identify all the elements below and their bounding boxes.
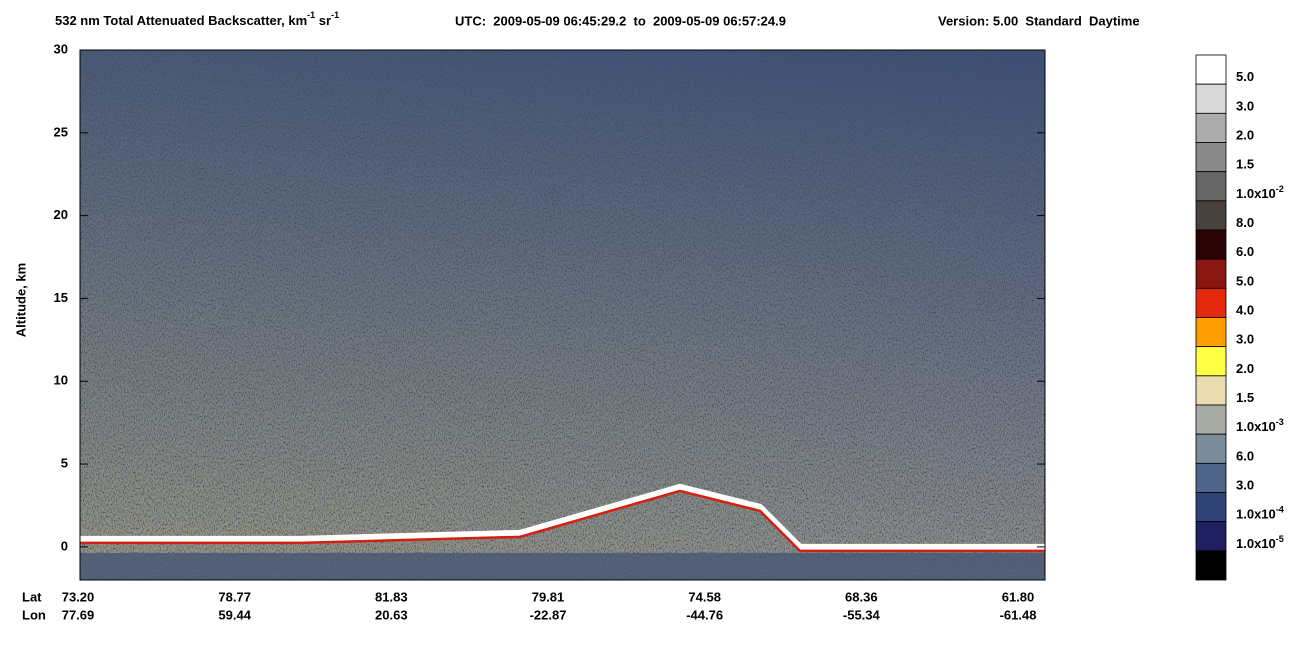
colorbar-label: 1.5 (1236, 157, 1254, 172)
colorbar-label: 2.0 (1236, 361, 1254, 376)
lon-tick-label: -22.87 (530, 607, 567, 622)
colorbar-label-text: 1.0x10 (1236, 536, 1276, 551)
colorbar-box (1195, 229, 1227, 260)
colorbar-label: 3.0 (1236, 332, 1254, 347)
lon-label: Lon (22, 607, 46, 622)
y-tick-label: 10 (54, 373, 68, 388)
colorbar-box (1195, 492, 1227, 523)
y-tick-label: 0 (61, 538, 68, 553)
colorbar-box (1195, 83, 1227, 114)
y-tick-label: 20 (54, 207, 68, 222)
colorbar-box (1195, 287, 1227, 318)
colorbar-box (1195, 317, 1227, 348)
colorbar-label-text: 6.0 (1236, 245, 1254, 260)
lon-tick-label: 77.69 (62, 607, 95, 622)
noise-texture (80, 50, 1045, 580)
y-axis-label: Altitude, km (13, 263, 28, 337)
colorbar-box (1195, 142, 1227, 173)
y-tick-label: 25 (54, 124, 68, 139)
surface-red (80, 489, 1045, 553)
colorbar: 5.03.02.01.51.0x10-28.06.05.04.03.02.01.… (1195, 54, 1284, 581)
colorbar-box (1195, 346, 1227, 377)
colorbar-label-text: 1.0x10 (1236, 420, 1276, 435)
lon-tick-label: 20.63 (375, 607, 408, 622)
colorbar-label-exponent: -5 (1276, 534, 1284, 544)
frame (79, 49, 1046, 581)
y-tick-label: 30 (54, 41, 68, 56)
lat-tick-label: 61.80 (1002, 589, 1035, 604)
y-tick-label: 5 (61, 456, 68, 471)
colorbar-label-text: 1.0x10 (1236, 186, 1276, 201)
lon-tick-label: -44.76 (686, 607, 723, 622)
colorbar-label-text: 5.0 (1236, 70, 1254, 85)
colorbar-label: 2.0 (1236, 128, 1254, 143)
colorbar-label-text: 1.0x10 (1236, 507, 1276, 522)
colorbar-box (1195, 550, 1227, 581)
colorbar-label-text: 1.5 (1236, 157, 1254, 172)
colorbar-label: 6.0 (1236, 245, 1254, 260)
colorbar-label-text: 1.5 (1236, 390, 1254, 405)
lat-tick-label: 73.20 (62, 589, 95, 604)
lat-tick-label: 74.58 (688, 589, 721, 604)
colorbar-label-text: 2.0 (1236, 361, 1254, 376)
subsurface (80, 552, 1045, 580)
colorbar-box (1195, 375, 1227, 406)
chart-version: Version: 5.00 Standard Daytime (938, 13, 1140, 28)
colorbar-label-exponent: -3 (1276, 418, 1284, 428)
colorbar-label: 5.0 (1236, 274, 1254, 289)
colorbar-label-text: 6.0 (1236, 449, 1254, 464)
colorbar-label: 1.5 (1236, 390, 1254, 405)
colorbar-label: 6.0 (1236, 449, 1254, 464)
colorbar-label: 1.0x10-5 (1236, 534, 1284, 551)
plot-area: 0 5 10 15 20 25 30 (54, 41, 1046, 581)
colorbar-label-exponent: -2 (1276, 184, 1284, 194)
colorbar-box (1195, 200, 1227, 231)
colorbar-box (1195, 112, 1227, 143)
lat-tick-label: 78.77 (218, 589, 251, 604)
lat-tick-label: 68.36 (845, 589, 878, 604)
colorbar-box (1195, 54, 1227, 85)
lon-tick-label: 59.44 (218, 607, 251, 622)
colorbar-box (1195, 433, 1227, 464)
colorbar-label: 4.0 (1236, 303, 1254, 318)
colorbar-label-text: 3.0 (1236, 478, 1254, 493)
chart-title: 532 nm Total Attenuated Backscatter, km-… (55, 10, 339, 28)
colorbar-box (1195, 462, 1227, 493)
colorbar-box (1195, 258, 1227, 289)
colorbar-label: 1.0x10-2 (1236, 184, 1284, 201)
lat-tick-label: 81.83 (375, 589, 408, 604)
colorbar-label-text: 4.0 (1236, 303, 1254, 318)
colorbar-label-text: 8.0 (1236, 215, 1254, 230)
colorbar-label: 8.0 (1236, 215, 1254, 230)
lon-tick-label: -61.48 (1000, 607, 1037, 622)
lat-label: Lat (22, 589, 42, 604)
colorbar-label-exponent: -4 (1276, 505, 1284, 515)
chart-subtitle: UTC: 2009-05-09 06:45:29.2 to 2009-05-09… (455, 13, 786, 28)
colorbar-label-text: 2.0 (1236, 128, 1254, 143)
colorbar-label: 1.0x10-3 (1236, 418, 1284, 435)
colorbar-label: 5.0 (1236, 70, 1254, 85)
colorbar-box (1195, 171, 1227, 202)
lon-tick-label: -55.34 (843, 607, 881, 622)
colorbar-label-text: 3.0 (1236, 332, 1254, 347)
colorbar-box (1195, 404, 1227, 435)
colorbar-label-text: 3.0 (1236, 99, 1254, 114)
lat-tick-label: 79.81 (532, 589, 565, 604)
colorbar-label: 3.0 (1236, 99, 1254, 114)
surface-white (80, 483, 1045, 550)
colorbar-label: 1.0x10-4 (1236, 505, 1284, 522)
colorbar-box (1195, 521, 1227, 552)
colorbar-label-text: 5.0 (1236, 274, 1254, 289)
colorbar-label: 3.0 (1236, 478, 1254, 493)
y-tick-label: 15 (54, 290, 68, 305)
